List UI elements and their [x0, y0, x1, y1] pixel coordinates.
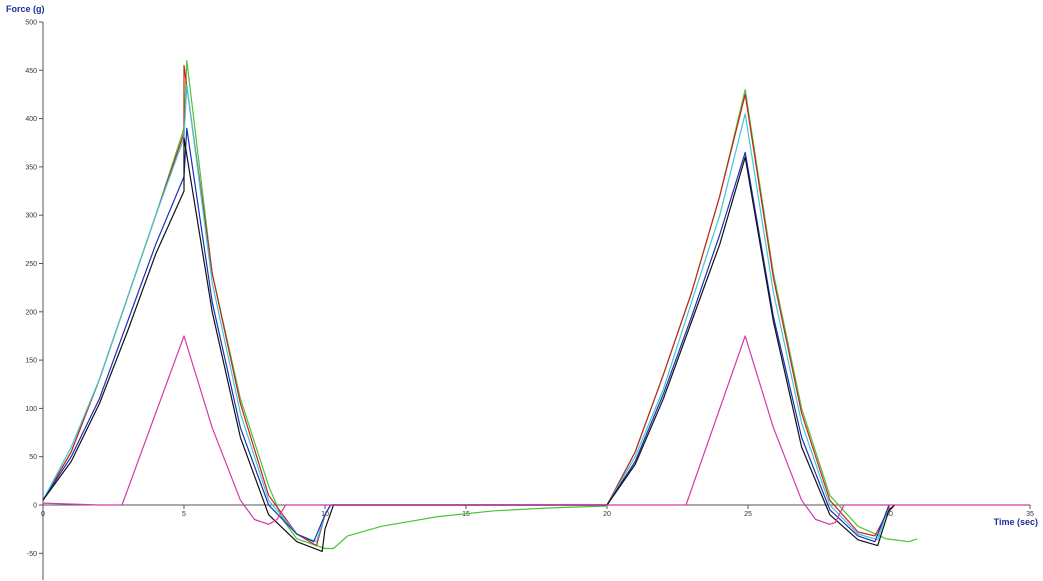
y-axis-title: Force (g) — [6, 4, 45, 14]
series-line-2 — [42, 64, 896, 547]
series-line-1 — [42, 59, 918, 550]
x-tick-label: 35 — [1026, 511, 1034, 518]
x-tick-label: 20 — [603, 511, 611, 518]
y-tick-label: 50 — [29, 454, 37, 461]
x-tick-label: 25 — [744, 511, 752, 518]
y-tick-label: 500 — [25, 20, 37, 27]
series-line-4 — [42, 127, 890, 543]
y-axis: -50 0 50 100 150 200 250 300 350 400 450 500 Force … — [6, 4, 45, 580]
y-axis-ticks: -50 0 50 100 150 200 250 300 350 400 450 500 — [25, 20, 43, 558]
series-layer — [42, 59, 1030, 553]
y-tick-label: 400 — [25, 116, 37, 123]
x-tick-label: 15 — [462, 511, 470, 518]
series-line-3 — [42, 84, 890, 543]
x-tick-label: 0 — [41, 511, 45, 518]
series-line-6 — [42, 335, 1030, 525]
series-line-5 — [42, 137, 895, 553]
y-tick-label: -50 — [27, 551, 37, 558]
y-tick-label: 0 — [33, 503, 37, 510]
y-tick-label: 150 — [25, 358, 37, 365]
y-tick-label: 100 — [25, 406, 37, 413]
y-tick-label: 350 — [25, 164, 37, 171]
y-tick-label: 450 — [25, 68, 37, 75]
y-tick-label: 300 — [25, 213, 37, 220]
x-axis-title: Time (sec) — [994, 517, 1038, 527]
y-tick-label: 250 — [25, 261, 37, 268]
y-tick-label: 200 — [25, 309, 37, 316]
x-tick-label: 30 — [885, 511, 893, 518]
x-tick-label: 5 — [182, 511, 186, 518]
